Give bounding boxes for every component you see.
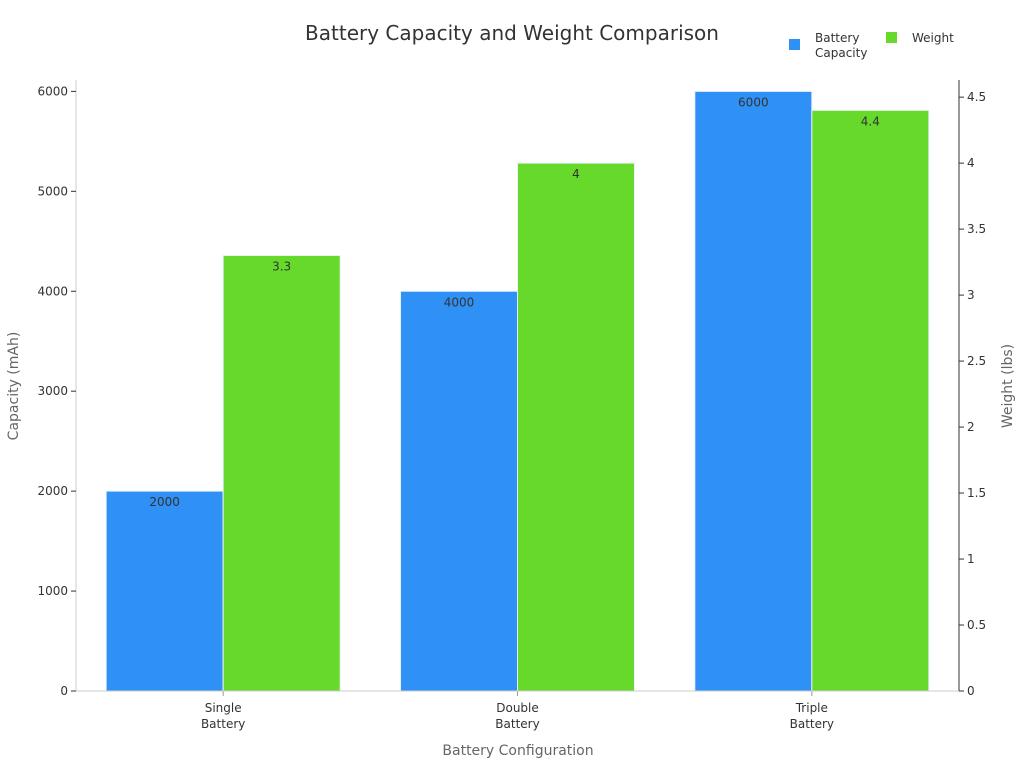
legend-label: Weight — [912, 31, 954, 45]
y-tick-label: 6000 — [37, 84, 68, 98]
chart-title: Battery Capacity and Weight Comparison — [305, 21, 719, 45]
bar-weight — [222, 255, 341, 692]
y-tick-label: 3000 — [37, 384, 68, 398]
data-label: 4 — [572, 167, 580, 181]
y-tick-label: 1000 — [37, 584, 68, 598]
y2-tick-label: 4.5 — [967, 90, 986, 104]
y2-tick-label: 3 — [967, 288, 975, 302]
legend-swatch — [886, 32, 897, 43]
bar-weight — [811, 109, 930, 692]
x-tick-label: Double — [496, 701, 539, 715]
x-tick-label: Triple — [795, 701, 828, 715]
y-tick-label: 2000 — [37, 484, 68, 498]
legend-label: Capacity — [815, 46, 867, 60]
y-tick-label: 5000 — [37, 184, 68, 198]
y-tick-label: 4000 — [37, 284, 68, 298]
bar-weight — [517, 162, 635, 692]
y2-tick-label: 1 — [967, 552, 975, 566]
x-tick-label: Battery — [201, 717, 245, 731]
data-label: 4.4 — [861, 114, 880, 128]
data-label: 3.3 — [272, 260, 291, 274]
x-tick-label: Battery — [495, 717, 539, 731]
legend-swatch — [789, 39, 800, 50]
y2-tick-label: 0.5 — [967, 618, 986, 632]
y2-tick-label: 0 — [967, 684, 975, 698]
x-tick-label: Battery — [790, 717, 834, 731]
x-axis-label: Battery Configuration — [442, 743, 593, 759]
bar-battery-capacity — [400, 290, 518, 692]
bar-battery-capacity — [105, 490, 224, 692]
y2-tick-label: 2.5 — [967, 354, 986, 368]
data-label: 6000 — [738, 95, 769, 109]
data-label: 2000 — [149, 495, 180, 509]
y2-tick-label: 3.5 — [967, 222, 986, 236]
y-axis-label: Capacity (mAh) — [6, 332, 22, 441]
y2-tick-label: 2 — [967, 420, 975, 434]
data-label: 4000 — [444, 295, 475, 309]
y2-tick-label: 1.5 — [967, 486, 986, 500]
y-tick-label: 0 — [60, 684, 68, 698]
x-tick-label: Single — [205, 701, 242, 715]
y2-tick-label: 4 — [967, 156, 975, 170]
y2-axis-label: Weight (lbs) — [1000, 344, 1016, 428]
bar-battery-capacity — [694, 90, 813, 692]
legend-label: Battery — [815, 31, 859, 45]
